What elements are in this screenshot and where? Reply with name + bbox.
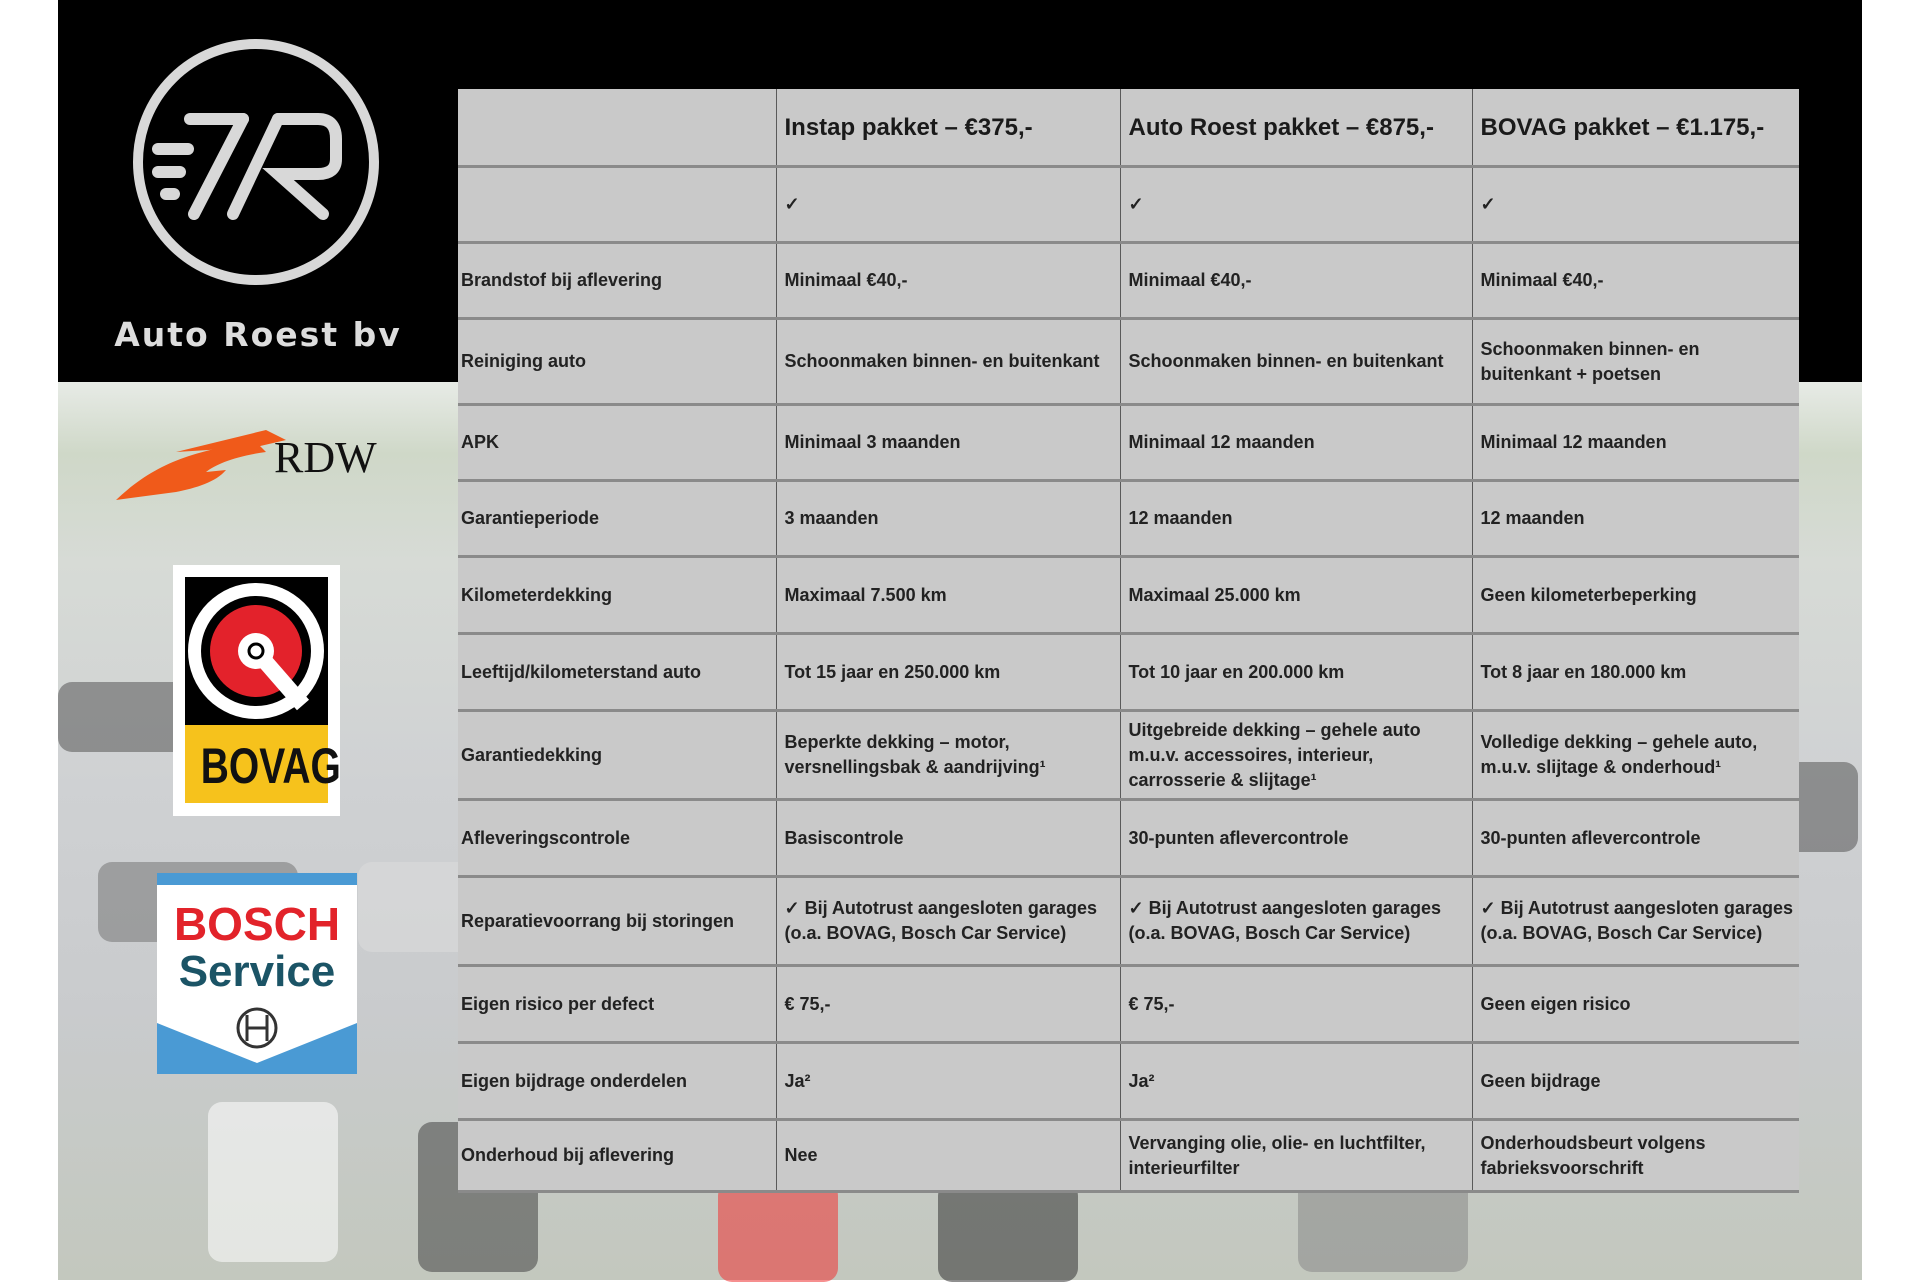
table-cell: Uitgebreide dekking – gehele auto m.u.v.… bbox=[1119, 710, 1472, 801]
table-cell: ✓ Bij Autotrust aangesloten garages (o.a… bbox=[1119, 876, 1472, 967]
table-cell: Geen bijdrage bbox=[1471, 1042, 1799, 1121]
bovag-logo-icon bbox=[185, 577, 328, 803]
table-row: APK Minimaal 3 maanden Minimaal 12 maanden… bbox=[458, 404, 1799, 482]
table-cell: Tot 8 jaar en 180.000 km bbox=[1471, 633, 1799, 712]
bosch-service-logo: BOSCH Service bbox=[157, 873, 357, 1074]
table-row: Onderhoud bij aflevering Nee Vervanging ol… bbox=[458, 1119, 1799, 1193]
table-cell: ✓ bbox=[775, 166, 1120, 244]
bosch-text: BOSCH bbox=[173, 898, 341, 950]
row-label-cell bbox=[458, 166, 776, 244]
table-cell: Minimaal 3 maanden bbox=[775, 404, 1120, 482]
row-label-cell: Kilometerdekking bbox=[458, 556, 776, 635]
table-row: Leeftijd/kilometerstand auto Tot 15 jaar … bbox=[458, 633, 1799, 712]
table-cell: Minimaal €40,- bbox=[1119, 242, 1472, 320]
table-cell: ✓ bbox=[1119, 166, 1472, 244]
row-label-cell: Leeftijd/kilometerstand auto bbox=[458, 633, 776, 712]
table-cell: Maximaal 25.000 km bbox=[1119, 556, 1472, 635]
row-label-cell: Onderhoud bij aflevering bbox=[458, 1119, 776, 1193]
table-cell: Geen eigen risico bbox=[1471, 965, 1799, 1044]
row-label-cell: Reparatievoorrang bij storingen bbox=[458, 876, 776, 967]
bovag-text: BOVAG bbox=[200, 738, 341, 794]
table-cell: Volledige dekking – gehele auto, m.u.v. … bbox=[1471, 710, 1799, 801]
table-cell: Onderhoudsbeurt volgens fabrieksvoorschr… bbox=[1471, 1119, 1799, 1193]
table-cell: Auto Roest pakket – €875,- bbox=[1119, 89, 1472, 168]
table-row: Reiniging auto Schoonmaken binnen- en bui… bbox=[458, 318, 1799, 406]
row-label-cell: Eigen risico per defect bbox=[458, 965, 776, 1044]
table-row: Garantieperiode 3 maanden 12 maanden 12 maa… bbox=[458, 480, 1799, 558]
bovag-logo: BOVAG bbox=[173, 565, 341, 816]
table-cell: € 75,- bbox=[775, 965, 1120, 1044]
table-cell: Schoonmaken binnen- en buitenkant bbox=[1119, 318, 1472, 406]
rdw-logo-icon: RDW bbox=[116, 430, 377, 500]
bosch-logo-icon bbox=[157, 873, 357, 1074]
table-cell: ✓ bbox=[1471, 166, 1799, 244]
table-cell: € 75,- bbox=[1119, 965, 1472, 1044]
table-row: Eigen bijdrage onderdelen Ja² Ja² Geen bijd… bbox=[458, 1042, 1799, 1121]
table-row: Reparatievoorrang bij storingen ✓ Bij Aut… bbox=[458, 876, 1799, 967]
table-header-row: Instap pakket – €375,- Auto Roest pakket … bbox=[458, 89, 1799, 168]
table-cell: Ja² bbox=[1119, 1042, 1472, 1121]
row-label-cell: Garantieperiode bbox=[458, 480, 776, 558]
table-cell: Basiscontrole bbox=[775, 799, 1120, 878]
table-cell: Schoonmaken binnen- en buitenkant bbox=[775, 318, 1120, 406]
table-cell: Minimaal €40,- bbox=[775, 242, 1120, 320]
service-text: Service bbox=[178, 947, 336, 996]
row-label-cell: Afleveringscontrole bbox=[458, 799, 776, 878]
table-row: Afleveringscontrole Basiscontrole 30-punte… bbox=[458, 799, 1799, 878]
table-cell: Geen kilometerbeperking bbox=[1471, 556, 1799, 635]
table-cell: 30-punten aflevercontrole bbox=[1471, 799, 1799, 878]
table-cell: Tot 10 jaar en 200.000 km bbox=[1119, 633, 1472, 712]
table-row: Kilometerdekking Maximaal 7.500 km Maximaa… bbox=[458, 556, 1799, 635]
table-row: Garantiedekking Beperkte dekking – motor,… bbox=[458, 710, 1799, 801]
table-cell: Minimaal 12 maanden bbox=[1119, 404, 1472, 482]
package-comparison-table: Instap pakket – €375,- Auto Roest pakket … bbox=[458, 89, 1799, 1193]
brand-name: Auto Roest bv bbox=[114, 315, 402, 354]
row-label-cell: APK bbox=[458, 404, 776, 482]
row-label-cell: Eigen bijdrage onderdelen bbox=[458, 1042, 776, 1121]
table-cell: Instap pakket – €375,- bbox=[775, 89, 1120, 168]
row-label-cell: Reiniging auto bbox=[458, 318, 776, 406]
table-cell: ✓ Bij Autotrust aangesloten garages (o.a… bbox=[775, 876, 1120, 967]
table-cell: Maximaal 7.500 km bbox=[775, 556, 1120, 635]
table-cell: Ja² bbox=[775, 1042, 1120, 1121]
table-row: Eigen risico per defect € 75,- € 75,- Geen … bbox=[458, 965, 1799, 1044]
row-label-cell: Garantiedekking bbox=[458, 710, 776, 801]
table-cell: Tot 15 jaar en 250.000 km bbox=[775, 633, 1120, 712]
table-cell: ✓ Bij Autotrust aangesloten garages (o.a… bbox=[1471, 876, 1799, 967]
table-cell: Minimaal €40,- bbox=[1471, 242, 1799, 320]
auto-roest-logo-icon bbox=[133, 39, 379, 285]
table-cell: Vervanging olie, olie- en luchtfilter, i… bbox=[1119, 1119, 1472, 1193]
rdw-text: RDW bbox=[274, 433, 377, 482]
table-row: ✓ ✓ ✓ bbox=[458, 166, 1799, 244]
table-row: Brandstof bij aflevering Minimaal €40,- Mi… bbox=[458, 242, 1799, 320]
table-cell: Beperkte dekking – motor, versnellingsba… bbox=[775, 710, 1120, 801]
table-cell: 12 maanden bbox=[1471, 480, 1799, 558]
table-cell: 3 maanden bbox=[775, 480, 1120, 558]
table-cell: Minimaal 12 maanden bbox=[1471, 404, 1799, 482]
row-label-cell bbox=[458, 89, 776, 168]
table-cell: Schoonmaken binnen- en buitenkant + poet… bbox=[1471, 318, 1799, 406]
row-label-cell: Brandstof bij aflevering bbox=[458, 242, 776, 320]
table-cell: 30-punten aflevercontrole bbox=[1119, 799, 1472, 878]
table-cell: BOVAG pakket – €1.175,- bbox=[1471, 89, 1799, 168]
table-cell: Nee bbox=[775, 1119, 1120, 1193]
table-cell: 12 maanden bbox=[1119, 480, 1472, 558]
